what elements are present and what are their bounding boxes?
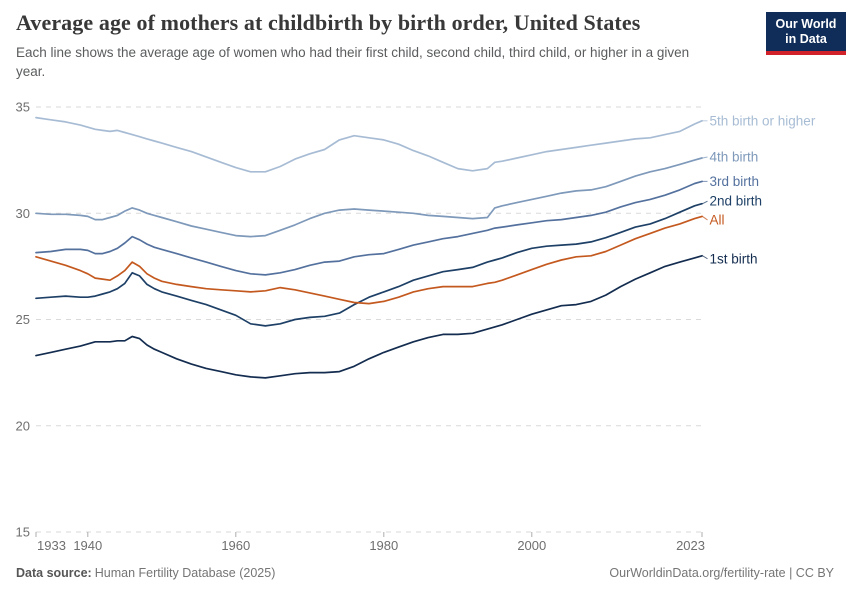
page-title: Average age of mothers at childbirth by … [16,10,641,35]
series-line-1st-birth[interactable] [35,254,703,379]
series-label-2nd-birth[interactable]: 2nd birth [710,194,763,209]
data-source: Data source: Human Fertility Database (20… [16,566,275,580]
data-source-label: Data source: [16,566,92,580]
series-label-connector-1st-birth [702,255,708,260]
x-tick-label-1940: 1940 [73,538,102,553]
chart-header: Average age of mothers at childbirth by … [16,10,716,81]
series-label-connector-2nd-birth [702,200,708,205]
y-tick-label-15: 15 [16,525,30,540]
series-line-all[interactable] [35,215,703,305]
series-line-4th-birth[interactable] [35,157,703,238]
series-label-4th-birth[interactable]: 4th birth [710,150,759,165]
series-label-1st-birth[interactable]: 1st birth [710,251,758,266]
series-label-connector-4th-birth [702,156,708,159]
owid-logo[interactable]: Our World in Data [766,12,846,55]
series-label-all[interactable]: All [710,212,725,227]
x-tick-label-1933: 1933 [37,538,66,553]
x-tick-label-1980: 1980 [369,538,398,553]
series-line-3rd-birth[interactable] [35,180,703,276]
y-tick-label-35: 35 [16,100,30,115]
y-tick-label-30: 30 [16,206,30,221]
series-line-2nd-birth[interactable] [35,202,703,327]
x-tick-label-1960: 1960 [221,538,250,553]
y-tick-label-25: 25 [16,312,30,327]
license-link[interactable]: OurWorldinData.org/fertility-rate | CC B… [609,566,834,580]
chart-subtitle: Each line shows the average age of women… [16,45,690,79]
x-tick-label-2023: 2023 [676,538,705,553]
x-tick-label-2000: 2000 [517,538,546,553]
owid-logo-line1: Our World [775,17,837,31]
series-label-connector-all [702,216,708,221]
series-label-5th-birth-or-higher[interactable]: 5th birth or higher [710,113,816,128]
series-label-3rd-birth[interactable]: 3rd birth [710,174,760,189]
data-source-value[interactable]: Human Fertility Database (2025) [94,566,276,580]
series-line-5th-birth-or-higher[interactable] [35,116,703,173]
y-tick-label-20: 20 [16,418,30,433]
owid-logo-line2: in Data [785,32,827,46]
